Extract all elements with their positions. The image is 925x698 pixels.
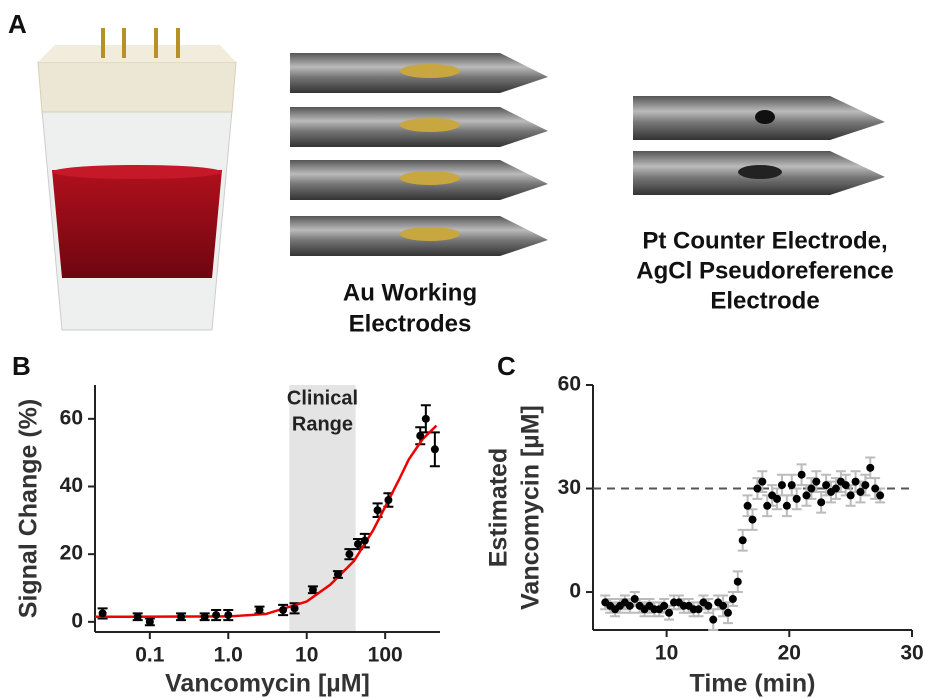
shade-label: Range <box>292 413 353 435</box>
x-tick-label: 0.1 <box>135 644 165 667</box>
data-point <box>749 516 757 524</box>
data-point <box>309 586 317 594</box>
data-point <box>146 618 154 626</box>
y-axis-label: Estimated <box>485 448 513 567</box>
data-point <box>788 481 796 489</box>
data-point <box>832 485 840 493</box>
data-point <box>660 602 668 610</box>
data-point <box>291 604 299 612</box>
data-point <box>861 481 869 489</box>
data-point <box>212 611 220 619</box>
data-point <box>798 471 806 479</box>
counter-electrodes-photo <box>633 96 885 195</box>
data-point <box>812 478 820 486</box>
data-point <box>822 481 830 489</box>
data-point <box>876 491 884 499</box>
data-point <box>847 491 855 499</box>
x-tick-label: 100 <box>368 644 403 667</box>
data-point <box>793 495 801 503</box>
page: A Au Working Electrodes Pt Counter Elect… <box>0 0 925 698</box>
panel-label: B <box>12 351 31 381</box>
data-point <box>626 602 634 610</box>
x-tick-label: 10 <box>295 644 318 667</box>
beaker-photo <box>38 28 236 330</box>
counter-caption: Pt Counter Electrode, <box>642 227 887 254</box>
y-tick-label: 0 <box>71 609 83 632</box>
data-point <box>431 445 439 453</box>
data-point <box>224 611 232 619</box>
working-caption: Electrodes <box>349 310 472 337</box>
data-point <box>709 616 717 624</box>
data-point <box>729 595 737 603</box>
figure: A Au Working Electrodes Pt Counter Elect… <box>0 0 925 698</box>
data-point <box>704 602 712 610</box>
x-tick-label: 10 <box>655 642 678 665</box>
data-point <box>354 540 362 548</box>
y-tick-label: 40 <box>60 474 83 497</box>
data-point <box>345 550 353 558</box>
counter-caption: Electrode <box>710 287 819 314</box>
data-point <box>763 502 771 510</box>
x-tick-label: 1.0 <box>214 644 243 667</box>
data-point <box>852 478 860 486</box>
y-tick-label: 0 <box>569 580 581 603</box>
y-tick-label: 60 <box>558 373 581 396</box>
data-point <box>744 502 752 510</box>
data-point <box>773 495 781 503</box>
working-electrodes-photo <box>290 53 548 256</box>
data-point <box>374 506 382 514</box>
data-point <box>134 613 142 621</box>
x-tick-label: 20 <box>778 642 801 665</box>
data-point <box>361 537 369 545</box>
data-point <box>783 502 791 510</box>
data-point <box>817 498 825 506</box>
y-axis-label: Signal Change (%) <box>15 399 43 618</box>
data-point <box>422 415 430 423</box>
data-point <box>842 481 850 489</box>
data-point <box>665 609 673 617</box>
x-tick-label: 30 <box>900 642 923 665</box>
panel-label: A <box>8 9 27 39</box>
y-tick-label: 30 <box>558 476 581 499</box>
data-point <box>177 613 185 621</box>
data-point <box>739 536 747 544</box>
y-axis-label: Vancomycin [µM] <box>517 405 545 610</box>
data-point <box>631 595 639 603</box>
shade-label: Clinical <box>287 387 358 409</box>
data-point <box>99 609 107 617</box>
x-axis-label: Vancomycin [µM] <box>165 670 370 698</box>
panel-label: C <box>497 351 516 381</box>
fit-curve <box>95 426 436 617</box>
data-point <box>753 485 761 493</box>
data-point <box>856 488 864 496</box>
data-point <box>778 481 786 489</box>
y-tick-label: 20 <box>60 542 83 565</box>
data-point <box>802 491 810 499</box>
data-point <box>334 570 342 578</box>
data-point <box>866 464 874 472</box>
data-point <box>871 485 879 493</box>
data-point <box>201 613 209 621</box>
data-point <box>695 605 703 613</box>
x-axis-label: Time (min) <box>690 670 816 698</box>
data-point <box>719 602 727 610</box>
data-point <box>724 609 732 617</box>
counter-caption: AgCl Pseudoreference <box>636 257 893 284</box>
data-point <box>807 485 815 493</box>
y-tick-label: 60 <box>60 406 83 429</box>
data-point <box>734 578 742 586</box>
data-point <box>384 496 392 504</box>
working-caption: Au Working <box>343 279 477 306</box>
data-point <box>758 478 766 486</box>
data-point <box>279 606 287 614</box>
data-point <box>255 606 263 614</box>
data-point <box>416 432 424 440</box>
